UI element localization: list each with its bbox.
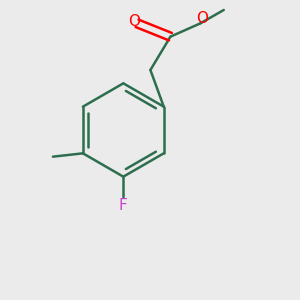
Text: O: O [128,14,140,29]
Text: F: F [119,197,128,212]
Text: O: O [196,11,208,26]
